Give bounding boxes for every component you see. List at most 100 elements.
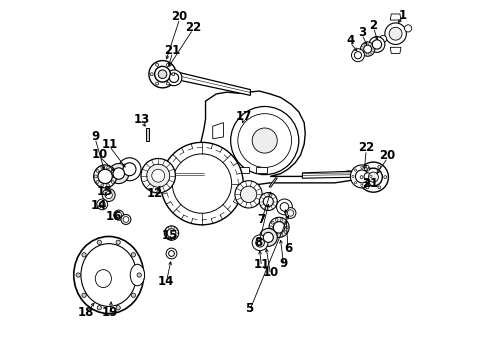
Circle shape bbox=[367, 182, 369, 184]
Circle shape bbox=[152, 169, 165, 182]
Circle shape bbox=[98, 169, 112, 184]
Circle shape bbox=[169, 251, 174, 256]
Text: 13: 13 bbox=[134, 113, 150, 126]
Circle shape bbox=[147, 164, 170, 187]
Circle shape bbox=[170, 73, 179, 82]
Polygon shape bbox=[390, 47, 401, 53]
Circle shape bbox=[351, 49, 365, 62]
Circle shape bbox=[131, 293, 136, 297]
Circle shape bbox=[360, 176, 363, 179]
Polygon shape bbox=[146, 128, 149, 141]
Text: 10: 10 bbox=[91, 148, 107, 161]
Text: 21: 21 bbox=[362, 177, 378, 190]
Circle shape bbox=[364, 173, 371, 180]
Circle shape bbox=[361, 42, 375, 56]
Circle shape bbox=[372, 40, 382, 49]
Circle shape bbox=[352, 175, 354, 177]
Circle shape bbox=[95, 175, 97, 178]
Circle shape bbox=[166, 248, 177, 259]
Circle shape bbox=[284, 230, 287, 233]
Circle shape bbox=[141, 158, 175, 193]
Text: 17: 17 bbox=[236, 110, 252, 123]
Circle shape bbox=[285, 208, 296, 219]
Text: 11: 11 bbox=[101, 138, 118, 150]
Circle shape bbox=[235, 181, 262, 208]
Polygon shape bbox=[143, 170, 204, 176]
Circle shape bbox=[259, 193, 277, 211]
Circle shape bbox=[102, 189, 115, 202]
Text: 9: 9 bbox=[91, 130, 99, 143]
Circle shape bbox=[366, 166, 369, 168]
Ellipse shape bbox=[95, 270, 111, 288]
Circle shape bbox=[101, 166, 104, 169]
Circle shape bbox=[96, 180, 99, 183]
Circle shape bbox=[164, 226, 179, 240]
Circle shape bbox=[280, 233, 283, 236]
Circle shape bbox=[365, 168, 382, 186]
Circle shape bbox=[166, 70, 182, 86]
Circle shape bbox=[113, 168, 124, 179]
Circle shape bbox=[378, 166, 381, 168]
Polygon shape bbox=[238, 167, 248, 173]
Text: 9: 9 bbox=[280, 257, 288, 270]
Circle shape bbox=[361, 166, 363, 168]
Text: 1: 1 bbox=[399, 9, 407, 22]
Text: 19: 19 bbox=[101, 306, 118, 319]
Circle shape bbox=[379, 35, 387, 42]
Circle shape bbox=[252, 128, 277, 153]
Circle shape bbox=[167, 229, 176, 237]
Circle shape bbox=[82, 293, 86, 297]
Text: 6: 6 bbox=[284, 242, 292, 255]
Circle shape bbox=[111, 170, 114, 172]
Polygon shape bbox=[143, 91, 360, 185]
Circle shape bbox=[155, 66, 171, 82]
Circle shape bbox=[368, 172, 378, 182]
Circle shape bbox=[358, 162, 389, 192]
Circle shape bbox=[82, 253, 86, 257]
Text: 15: 15 bbox=[162, 229, 178, 242]
Circle shape bbox=[273, 222, 285, 233]
Circle shape bbox=[370, 175, 372, 177]
Circle shape bbox=[271, 230, 274, 233]
Text: 14: 14 bbox=[158, 275, 174, 288]
Circle shape bbox=[156, 82, 159, 85]
Circle shape bbox=[94, 165, 117, 188]
Circle shape bbox=[263, 232, 273, 242]
Circle shape bbox=[105, 192, 112, 199]
Text: 2: 2 bbox=[369, 19, 377, 32]
Circle shape bbox=[367, 169, 369, 171]
Text: 10: 10 bbox=[262, 266, 279, 279]
Circle shape bbox=[107, 184, 109, 187]
Polygon shape bbox=[269, 178, 277, 187]
Circle shape bbox=[350, 165, 373, 188]
Text: 7: 7 bbox=[257, 213, 265, 226]
Circle shape bbox=[131, 253, 136, 257]
Ellipse shape bbox=[81, 244, 137, 306]
Circle shape bbox=[270, 226, 272, 229]
Text: 4: 4 bbox=[346, 34, 354, 48]
Circle shape bbox=[361, 170, 374, 183]
Circle shape bbox=[275, 233, 278, 236]
Text: 20: 20 bbox=[172, 10, 188, 23]
Circle shape bbox=[137, 273, 141, 277]
Circle shape bbox=[384, 176, 387, 179]
Circle shape bbox=[355, 170, 368, 183]
Circle shape bbox=[149, 60, 176, 88]
Circle shape bbox=[167, 63, 170, 66]
Circle shape bbox=[284, 221, 287, 224]
Circle shape bbox=[280, 203, 289, 211]
Text: 12: 12 bbox=[147, 187, 163, 200]
Circle shape bbox=[275, 219, 278, 221]
Text: 14: 14 bbox=[91, 199, 107, 212]
Text: 8: 8 bbox=[254, 236, 263, 249]
Circle shape bbox=[354, 182, 357, 184]
Text: 20: 20 bbox=[380, 149, 396, 162]
Circle shape bbox=[97, 306, 101, 310]
Circle shape bbox=[116, 306, 121, 310]
Circle shape bbox=[354, 169, 357, 171]
Circle shape bbox=[231, 107, 299, 175]
Circle shape bbox=[97, 240, 101, 244]
Circle shape bbox=[156, 63, 159, 66]
Circle shape bbox=[263, 197, 273, 207]
Circle shape bbox=[238, 114, 292, 167]
